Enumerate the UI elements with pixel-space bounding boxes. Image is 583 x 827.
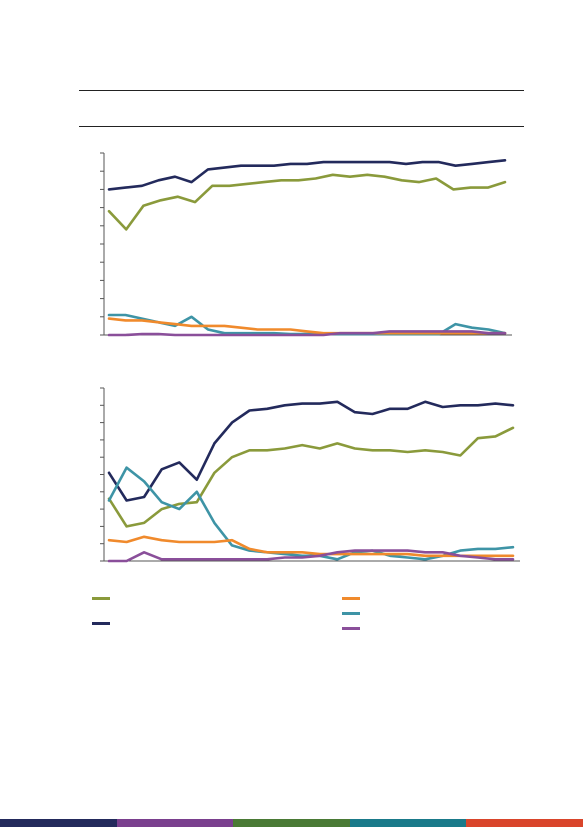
- series-line-1: [107, 159, 507, 191]
- footer-segment-4: [349, 819, 467, 827]
- footer-color-bar: [0, 819, 583, 827]
- series-line-2: [107, 426, 515, 528]
- series-line-4: [107, 317, 507, 335]
- top-rule: [79, 90, 524, 91]
- bottom-rule: [79, 126, 524, 127]
- legend-swatch-orange: [342, 597, 360, 600]
- legend-swatch-purple: [342, 627, 360, 630]
- legend-swatch-teal: [342, 612, 360, 615]
- line-chart-top: [100, 152, 512, 337]
- legend-item-green: [92, 597, 118, 600]
- series-line-3: [107, 466, 515, 561]
- footer-segment-5: [466, 819, 583, 827]
- footer-segment-2: [116, 819, 234, 827]
- legend-item-navy: [92, 622, 118, 625]
- footer-segment-3: [233, 819, 350, 827]
- legend-swatch-green: [92, 597, 110, 600]
- series-line-5: [107, 330, 507, 337]
- series-line-5: [107, 549, 515, 563]
- legend-item-orange: [342, 597, 368, 600]
- legend-swatch-navy: [92, 622, 110, 625]
- legend-item-purple: [342, 627, 368, 630]
- series-line-4: [107, 535, 515, 558]
- series-line-2: [107, 173, 507, 231]
- footer-segment-1: [0, 819, 117, 827]
- line-chart-bottom: [100, 387, 520, 563]
- legend-item-teal: [342, 612, 368, 615]
- series-line-1: [107, 400, 515, 502]
